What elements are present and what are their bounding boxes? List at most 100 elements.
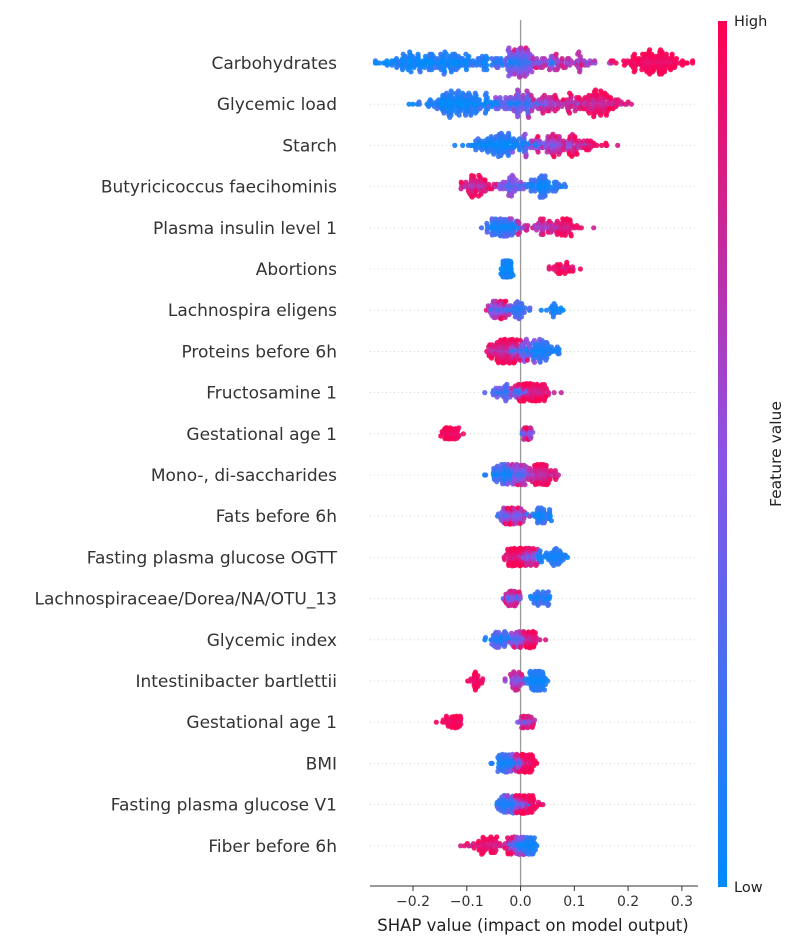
shap-point — [531, 359, 538, 365]
shap-point — [534, 56, 540, 62]
shap-point — [525, 340, 531, 346]
shap-point — [541, 507, 547, 513]
shap-point — [556, 151, 562, 157]
shap-point — [479, 147, 485, 153]
shap-point — [511, 588, 518, 595]
shap-point — [515, 114, 521, 120]
shap-point — [441, 71, 447, 77]
shap-point — [568, 233, 574, 239]
shap-point — [567, 62, 573, 68]
shap-point — [476, 838, 482, 845]
shap-point — [618, 99, 624, 105]
x-tick-label: 0.1 — [563, 894, 585, 910]
shap-point — [593, 87, 599, 93]
shap-point — [673, 56, 680, 62]
shap-point — [550, 314, 556, 320]
shap-point — [524, 71, 530, 77]
shap-point — [455, 88, 462, 94]
shap-point — [505, 233, 511, 239]
shap-point — [536, 398, 543, 404]
shap-point — [513, 177, 519, 183]
feature-label: Fats before 6h — [216, 507, 337, 527]
colorbar-high-label: High — [734, 14, 767, 30]
shap-point — [547, 476, 553, 482]
shap-point — [429, 99, 435, 105]
shap-point — [527, 305, 533, 311]
shap-point — [550, 131, 556, 137]
shap-point — [479, 53, 485, 60]
shap-point — [553, 476, 559, 482]
shap-point — [417, 69, 423, 75]
shap-point — [541, 92, 548, 98]
x-axis-title: SHAP value (impact on model output) — [377, 916, 688, 935]
shap-point — [528, 714, 534, 720]
shap-point — [480, 676, 486, 682]
feature-label: Lachnospira eligens — [168, 301, 337, 321]
shap-point — [572, 108, 578, 114]
shap-point — [668, 67, 674, 73]
shap-point — [551, 390, 557, 396]
shap-point — [531, 337, 538, 344]
shap-point — [497, 95, 503, 101]
shap-point — [650, 69, 656, 75]
shap-point — [535, 134, 541, 140]
shap-point — [529, 69, 535, 75]
shap-point — [534, 227, 540, 233]
shap-point — [527, 593, 534, 600]
shap-point — [530, 546, 536, 552]
shap-point — [484, 229, 490, 235]
shap-point — [503, 398, 509, 404]
shap-point — [527, 465, 533, 471]
feature-label: Gestational age 1 — [186, 425, 337, 445]
shap-point — [543, 385, 549, 391]
shap-point — [509, 172, 515, 178]
shap-point — [516, 136, 523, 142]
feature-label: Intestinibacter bartlettii — [135, 672, 337, 692]
shap-point — [546, 218, 552, 224]
shap-point — [649, 51, 655, 57]
shap-point — [547, 593, 553, 600]
shap-point — [495, 64, 501, 70]
shap-point — [518, 179, 524, 185]
shap-point — [435, 56, 441, 62]
shap-point — [530, 511, 536, 517]
shap-point — [485, 303, 491, 309]
shap-point — [528, 752, 535, 758]
shap-point — [553, 51, 559, 57]
shap-point — [508, 216, 515, 222]
shap-point — [562, 552, 569, 558]
shap-point — [515, 218, 521, 224]
shap-point — [549, 227, 555, 233]
shap-point — [415, 51, 421, 57]
x-tick-label: 0.2 — [617, 894, 639, 910]
shap-point — [511, 360, 517, 366]
shap-point — [505, 152, 511, 158]
shap-point — [530, 795, 536, 801]
shap-point — [483, 53, 489, 60]
shap-point — [489, 56, 495, 62]
shap-point — [452, 142, 458, 148]
shap-point — [522, 131, 528, 137]
shap-point — [533, 562, 539, 569]
feature-label: Plasma insulin level 1 — [153, 219, 337, 239]
shap-point — [541, 687, 548, 693]
shap-point — [502, 314, 508, 320]
shap-point — [479, 680, 485, 686]
shap-point — [463, 112, 469, 118]
shap-point — [543, 637, 549, 643]
shap-point — [517, 108, 524, 114]
shap-point — [537, 548, 543, 554]
shap-points — [372, 45, 696, 858]
shap-point — [559, 103, 565, 109]
shap-point — [540, 802, 546, 808]
shap-point — [598, 112, 604, 118]
shap-point — [458, 108, 464, 114]
feature-label: Mono-, di-saccharides — [151, 466, 337, 486]
shap-point — [534, 381, 540, 387]
shap-point — [562, 270, 568, 276]
shap-point — [659, 49, 665, 55]
shap-point — [399, 67, 406, 73]
shap-point — [548, 344, 554, 350]
shap-point — [631, 69, 637, 75]
